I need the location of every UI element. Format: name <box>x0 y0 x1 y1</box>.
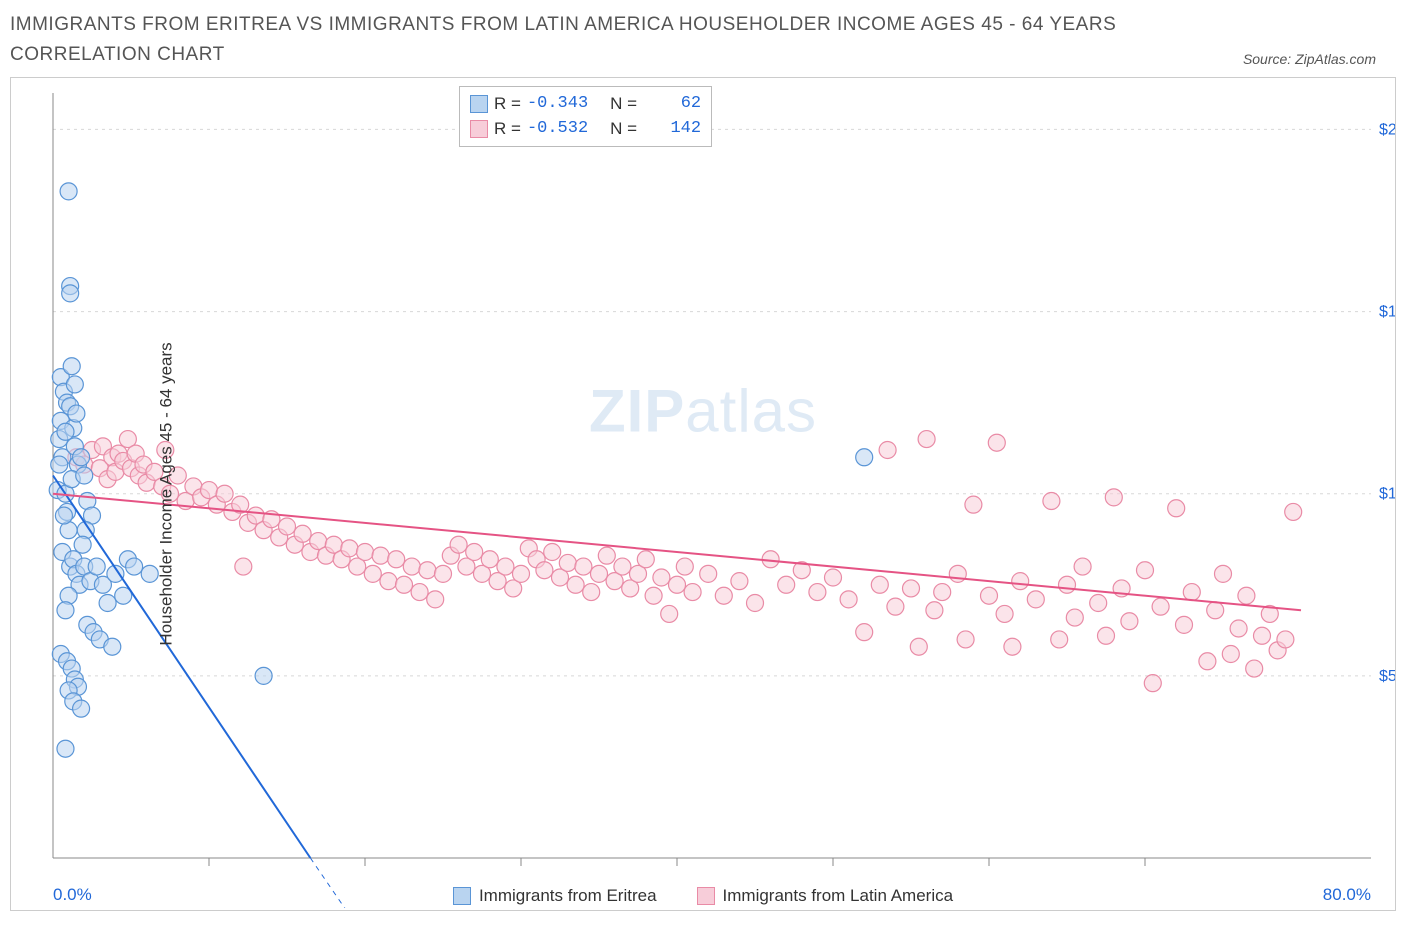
source-label: Source: ZipAtlas.com <box>1243 51 1396 71</box>
svg-text:$150,000: $150,000 <box>1379 303 1395 320</box>
legend-item-eritrea: Immigrants from Eritrea <box>453 886 657 906</box>
swatch-eritrea-icon <box>470 95 488 113</box>
stats-legend-box: R = -0.343 N = 62 R = -0.532 N = 142 <box>459 86 712 147</box>
chart-title: IMMIGRANTS FROM ERITREA VS IMMIGRANTS FR… <box>10 10 1160 71</box>
scatter-chart: $50,000$100,000$150,000$200,0000.0%80.0% <box>11 78 1395 908</box>
stats-row-latin: R = -0.532 N = 142 <box>470 116 701 142</box>
swatch-latin-icon <box>697 887 715 905</box>
stats-row-eritrea: R = -0.343 N = 62 <box>470 91 701 117</box>
y-axis-label: Householder Income Ages 45 - 64 years <box>157 342 177 645</box>
swatch-eritrea-icon <box>453 887 471 905</box>
svg-text:$100,000: $100,000 <box>1379 485 1395 502</box>
svg-text:$200,000: $200,000 <box>1379 121 1395 138</box>
chart-container: Householder Income Ages 45 - 64 years ZI… <box>10 77 1396 911</box>
legend-item-latin: Immigrants from Latin America <box>697 886 954 906</box>
svg-text:$50,000: $50,000 <box>1379 668 1395 685</box>
swatch-latin-icon <box>470 120 488 138</box>
bottom-legend: Immigrants from Eritrea Immigrants from … <box>11 886 1395 906</box>
